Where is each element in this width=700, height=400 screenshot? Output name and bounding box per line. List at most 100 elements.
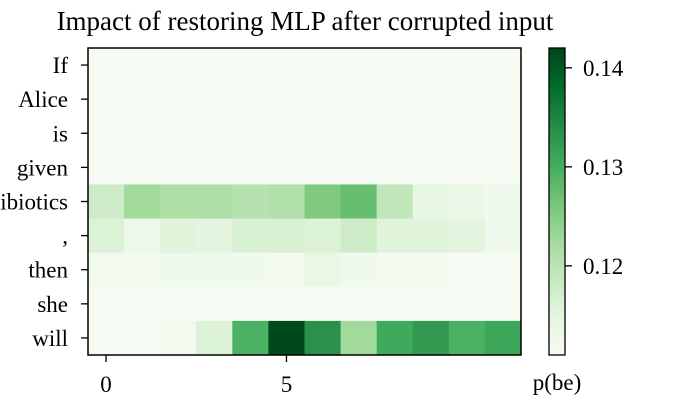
heatmap-cell	[484, 82, 522, 117]
heatmap-cell	[232, 150, 269, 185]
heatmap-cell	[304, 320, 341, 356]
heatmap-cell	[88, 320, 125, 356]
heatmap-cell	[124, 184, 161, 219]
heatmap-cell	[196, 48, 233, 83]
heatmap-cell	[268, 150, 305, 185]
heatmap-cell	[268, 82, 305, 117]
heatmap-cell	[268, 252, 305, 288]
heatmap-cell	[124, 218, 161, 254]
y-tick-label: she	[37, 292, 68, 317]
heatmap-cell	[448, 116, 486, 151]
x-axis-label: p(be)	[533, 370, 582, 395]
heatmap-cell	[196, 82, 233, 117]
y-tick-label: Alice	[18, 87, 68, 112]
colorbar-ticks: 0.12 0.13 0.14	[565, 56, 624, 279]
x-tick-label: 0	[100, 372, 112, 397]
heatmap-cell	[268, 320, 305, 356]
heatmap-cell	[88, 116, 125, 151]
heatmap-cell	[448, 286, 486, 322]
heatmap-cell	[484, 116, 522, 151]
heatmap-cell	[124, 150, 161, 185]
heatmap-cell	[376, 252, 414, 288]
y-tick-label: will	[32, 326, 68, 351]
heatmap-cell	[196, 286, 233, 322]
heatmap-cell	[196, 150, 233, 185]
heatmap-cell	[304, 218, 341, 254]
heatmap-cell	[232, 116, 269, 151]
heatmap-cell	[304, 150, 341, 185]
heatmap-cell	[304, 48, 341, 83]
heatmap-cell	[412, 252, 450, 288]
y-tick-label: If	[53, 53, 69, 78]
heatmap-cell	[232, 184, 269, 219]
heatmap-cell	[124, 116, 161, 151]
heatmap-cell	[268, 286, 305, 322]
chart-title: Impact of restoring MLP after corrupted …	[57, 6, 554, 36]
heatmap-cell	[268, 184, 305, 219]
heatmap-cell	[160, 116, 197, 151]
heatmap-cell	[376, 48, 414, 83]
heatmap-cell	[376, 218, 414, 254]
heatmap-cell	[484, 320, 522, 356]
heatmap-cell	[376, 116, 414, 151]
heatmap-cell	[376, 150, 414, 185]
heatmap-cell	[340, 218, 378, 254]
heatmap-cell	[196, 252, 233, 288]
heatmap-cell	[304, 252, 341, 288]
heatmap-cell	[88, 252, 125, 288]
heatmap-cell	[376, 320, 414, 356]
heatmap-cell	[376, 82, 414, 117]
heatmap-cell	[160, 286, 197, 322]
heatmap-cell	[88, 150, 125, 185]
y-axis: If Alice is given antibiotics, then she will	[0, 53, 88, 351]
heatmap-cell	[448, 48, 486, 83]
heatmap-cell	[196, 320, 233, 356]
heatmap-cell	[484, 48, 522, 83]
heatmap-cell	[484, 150, 522, 185]
heatmap-cell	[340, 320, 378, 356]
heatmap-cell	[484, 218, 522, 254]
heatmap-cell	[160, 150, 197, 185]
heatmap-cell	[376, 286, 414, 322]
heatmap-cell	[124, 48, 161, 83]
heatmap-cell	[412, 150, 450, 185]
heatmap-cell	[232, 320, 269, 356]
heatmap-cell	[88, 48, 125, 83]
heatmap-cell	[88, 82, 125, 117]
colorbar	[548, 47, 566, 356]
heatmap-cell	[412, 48, 450, 83]
heatmap-cell	[160, 48, 197, 83]
heatmap-cell	[448, 82, 486, 117]
y-tick-label: given	[17, 155, 69, 180]
heatmap-cell	[448, 218, 486, 254]
heatmap-cell	[124, 252, 161, 288]
heatmap-cell	[124, 286, 161, 322]
heatmap-cell	[88, 184, 125, 219]
heatmap-cell	[412, 184, 450, 219]
colorbar-tick-label: 0.12	[583, 254, 623, 279]
heatmap-cell	[340, 150, 378, 185]
y-tick-label: is	[53, 121, 68, 146]
x-tick-label: 5	[281, 372, 293, 397]
y-tick-label: antibiotics	[0, 190, 68, 215]
heatmap-cell	[340, 184, 378, 219]
heatmap-cell	[160, 184, 197, 219]
heatmap-cell	[124, 82, 161, 117]
heatmap-cell	[88, 218, 125, 254]
heatmap-cell	[304, 82, 341, 117]
heatmap-cell	[412, 82, 450, 117]
heatmap-cell	[304, 184, 341, 219]
heatmap-cell	[196, 218, 233, 254]
heatmap-cells	[88, 48, 522, 356]
heatmap-cell	[340, 48, 378, 83]
heatmap-cell	[88, 286, 125, 322]
heatmap-cell	[232, 48, 269, 83]
heatmap-cell	[412, 320, 450, 356]
heatmap-cell	[232, 82, 269, 117]
heatmap-cell	[448, 320, 486, 356]
heatmap-cell	[160, 218, 197, 254]
heatmap-cell	[124, 320, 161, 356]
heatmap-cell	[304, 286, 341, 322]
